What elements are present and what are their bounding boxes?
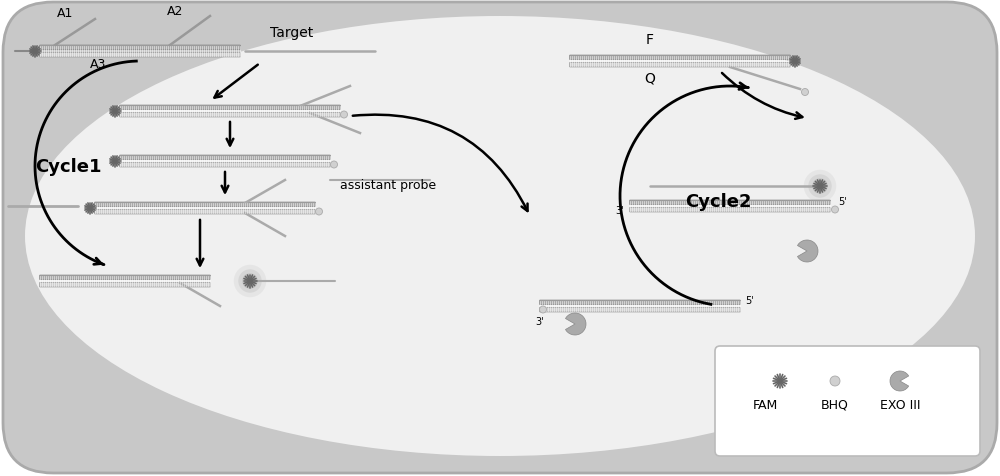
Wedge shape — [797, 240, 818, 262]
Text: Q: Q — [645, 71, 655, 85]
Ellipse shape — [101, 52, 899, 421]
Text: Target: Target — [270, 26, 313, 40]
FancyBboxPatch shape — [630, 200, 830, 205]
Text: F: F — [646, 33, 654, 47]
Ellipse shape — [25, 17, 975, 456]
FancyBboxPatch shape — [40, 276, 210, 280]
Circle shape — [234, 265, 266, 298]
Circle shape — [331, 162, 338, 169]
Wedge shape — [565, 313, 586, 335]
FancyBboxPatch shape — [630, 208, 830, 213]
Circle shape — [540, 307, 546, 313]
FancyBboxPatch shape — [40, 46, 240, 50]
Text: A2: A2 — [167, 5, 183, 18]
Ellipse shape — [63, 35, 937, 438]
FancyBboxPatch shape — [3, 3, 997, 473]
Text: FAM: FAM — [752, 398, 778, 411]
Text: assistant probe: assistant probe — [340, 178, 436, 192]
FancyBboxPatch shape — [95, 203, 315, 207]
Circle shape — [812, 179, 828, 194]
Text: 3': 3' — [615, 206, 624, 216]
Circle shape — [808, 175, 832, 198]
Circle shape — [832, 207, 838, 214]
Circle shape — [830, 376, 840, 386]
Text: Cycle2: Cycle2 — [685, 193, 752, 210]
FancyBboxPatch shape — [120, 113, 340, 118]
Circle shape — [316, 208, 323, 216]
Ellipse shape — [177, 87, 823, 386]
Text: A1: A1 — [57, 7, 73, 20]
Circle shape — [802, 89, 808, 96]
Ellipse shape — [215, 105, 785, 368]
FancyBboxPatch shape — [540, 300, 740, 305]
Text: BHQ: BHQ — [821, 398, 849, 411]
Circle shape — [804, 170, 836, 203]
Circle shape — [341, 112, 348, 119]
FancyBboxPatch shape — [540, 308, 740, 312]
FancyBboxPatch shape — [715, 346, 980, 456]
Text: 5': 5' — [838, 197, 847, 207]
FancyBboxPatch shape — [120, 156, 330, 160]
Ellipse shape — [139, 69, 861, 403]
Text: EXO III: EXO III — [880, 398, 920, 411]
Text: 5': 5' — [745, 296, 754, 306]
FancyBboxPatch shape — [120, 163, 330, 168]
Circle shape — [242, 274, 258, 289]
FancyBboxPatch shape — [570, 56, 790, 60]
FancyBboxPatch shape — [40, 53, 240, 58]
FancyBboxPatch shape — [120, 106, 340, 110]
FancyBboxPatch shape — [40, 283, 210, 288]
Text: A3: A3 — [90, 58, 106, 71]
Text: 3': 3' — [535, 317, 544, 327]
Text: Cycle1: Cycle1 — [35, 158, 102, 176]
Wedge shape — [890, 371, 909, 391]
Circle shape — [238, 270, 262, 293]
FancyBboxPatch shape — [570, 63, 790, 68]
FancyBboxPatch shape — [95, 210, 315, 215]
